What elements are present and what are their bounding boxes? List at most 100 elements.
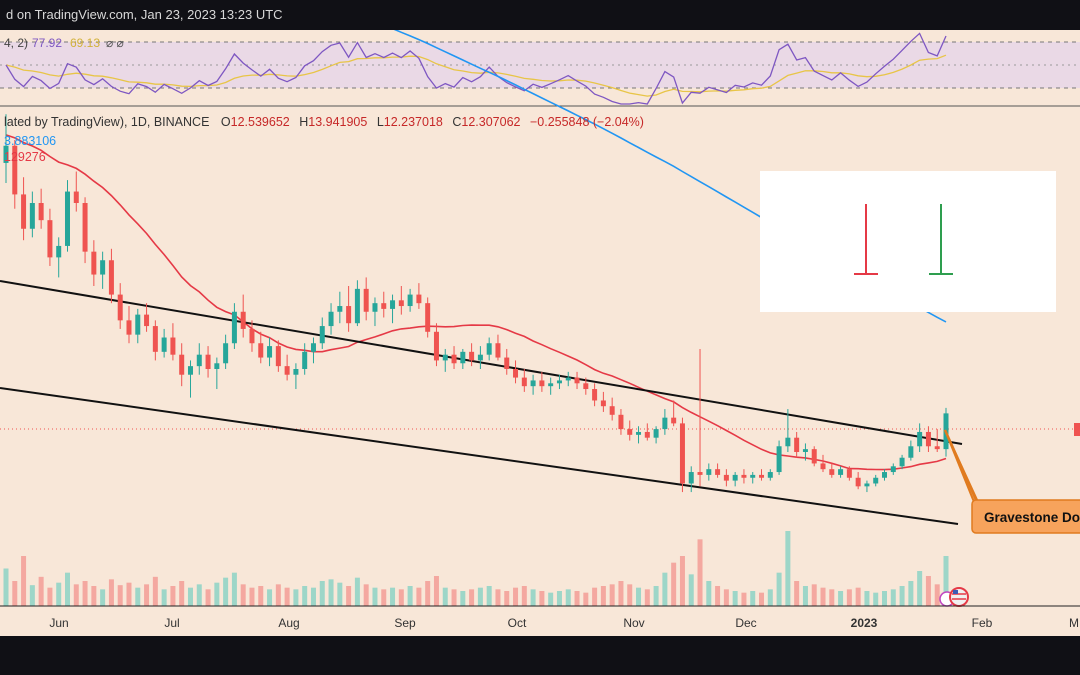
volume-bar bbox=[908, 581, 914, 606]
rsi-value-2: 69.13 bbox=[70, 36, 100, 50]
volume-bar bbox=[811, 584, 817, 606]
candle bbox=[600, 391, 606, 412]
volume-bar bbox=[73, 584, 79, 606]
volume-bar bbox=[776, 572, 782, 606]
us-flag-icon[interactable] bbox=[949, 587, 969, 607]
candle bbox=[363, 277, 369, 321]
volume-bar bbox=[618, 581, 624, 606]
volume-bar bbox=[864, 591, 870, 606]
bullish-gravestone-icon bbox=[929, 204, 953, 275]
flag-canton bbox=[953, 590, 958, 594]
volume-bar bbox=[609, 584, 615, 606]
candle bbox=[91, 240, 97, 286]
x-tick-label: Jun bbox=[49, 616, 68, 630]
candle bbox=[275, 340, 281, 372]
volume-bar bbox=[82, 581, 88, 606]
volume-bar bbox=[794, 581, 800, 606]
ma50-line bbox=[5, 134, 947, 471]
channel-upper-line bbox=[0, 280, 963, 445]
high-label: H bbox=[299, 115, 308, 129]
candle bbox=[117, 283, 123, 329]
candle bbox=[846, 466, 852, 481]
candle bbox=[750, 472, 756, 484]
open-label: O bbox=[221, 115, 231, 129]
volume-bar bbox=[231, 572, 237, 606]
candle bbox=[917, 423, 923, 452]
candle bbox=[196, 343, 202, 375]
candle bbox=[407, 288, 413, 312]
volume-bar bbox=[697, 539, 703, 606]
volume-bar bbox=[126, 582, 132, 606]
candle bbox=[135, 308, 141, 344]
volume-bar bbox=[372, 587, 378, 606]
volume-bar bbox=[117, 585, 123, 606]
candle bbox=[416, 283, 422, 309]
volume-bar bbox=[425, 581, 431, 606]
candle bbox=[205, 346, 211, 378]
volume-bar bbox=[100, 589, 106, 606]
bottom-toolbar bbox=[0, 636, 1080, 675]
candle bbox=[688, 466, 694, 493]
candle bbox=[574, 371, 580, 390]
volume-bar bbox=[346, 586, 352, 606]
candle bbox=[679, 417, 685, 493]
channel-lower-line bbox=[0, 387, 959, 525]
volume-bar bbox=[767, 589, 773, 606]
volume-bar bbox=[556, 591, 562, 606]
candle bbox=[249, 320, 255, 352]
candle bbox=[240, 294, 246, 338]
volume-bar bbox=[91, 586, 97, 606]
volume-bar bbox=[284, 587, 290, 606]
volume-bar bbox=[3, 568, 9, 606]
volume-bar bbox=[363, 584, 369, 606]
candle bbox=[469, 343, 475, 367]
volume-bar bbox=[240, 584, 246, 606]
callout-label: Gravestone Do bbox=[984, 510, 1080, 525]
candle bbox=[609, 397, 615, 421]
candle bbox=[346, 286, 352, 332]
candle bbox=[627, 420, 633, 441]
volume-bar bbox=[223, 577, 229, 606]
rsi-value-1: 77.92 bbox=[32, 36, 62, 50]
close-value: 12.307062 bbox=[461, 115, 520, 129]
volume-bar bbox=[319, 581, 325, 606]
candle bbox=[794, 431, 800, 458]
candle bbox=[890, 463, 896, 475]
volume-bar bbox=[592, 587, 598, 606]
candle bbox=[337, 291, 343, 324]
volume-bar bbox=[12, 581, 18, 606]
volume-bar bbox=[882, 591, 888, 606]
volume-bar bbox=[917, 571, 923, 606]
volume-bar bbox=[381, 589, 387, 606]
rsi-ma-line bbox=[5, 54, 947, 97]
rsi-line bbox=[5, 32, 947, 105]
volume-bar bbox=[390, 587, 396, 606]
candle bbox=[152, 320, 158, 361]
candle bbox=[179, 343, 185, 387]
volume-bar bbox=[662, 572, 668, 606]
x-tick-label: 2023 bbox=[851, 616, 878, 630]
open-value: 12.539652 bbox=[231, 115, 290, 129]
volume-bar bbox=[205, 589, 211, 606]
candle bbox=[539, 371, 545, 392]
candle bbox=[820, 454, 826, 473]
price-pane: lated by TradingView), 1D, BINANCE O12.5… bbox=[0, 30, 1080, 630]
x-tick-label: Aug bbox=[278, 616, 299, 630]
candle bbox=[741, 469, 747, 484]
volume-bar bbox=[820, 587, 826, 606]
volume-bar bbox=[275, 584, 281, 606]
candle bbox=[882, 469, 888, 481]
volume-bar bbox=[196, 584, 202, 606]
candle bbox=[460, 348, 466, 369]
volume-bar bbox=[723, 589, 729, 606]
volume-bar bbox=[644, 589, 650, 606]
volume-bar bbox=[398, 589, 404, 606]
candle bbox=[258, 331, 264, 364]
volume-bar bbox=[759, 592, 765, 606]
volume-bar bbox=[838, 591, 844, 606]
volume-bar bbox=[267, 589, 273, 606]
volume-bar bbox=[943, 556, 949, 606]
volume-bar bbox=[873, 592, 879, 606]
volume-bar bbox=[416, 587, 422, 606]
volume-bar bbox=[249, 587, 255, 606]
